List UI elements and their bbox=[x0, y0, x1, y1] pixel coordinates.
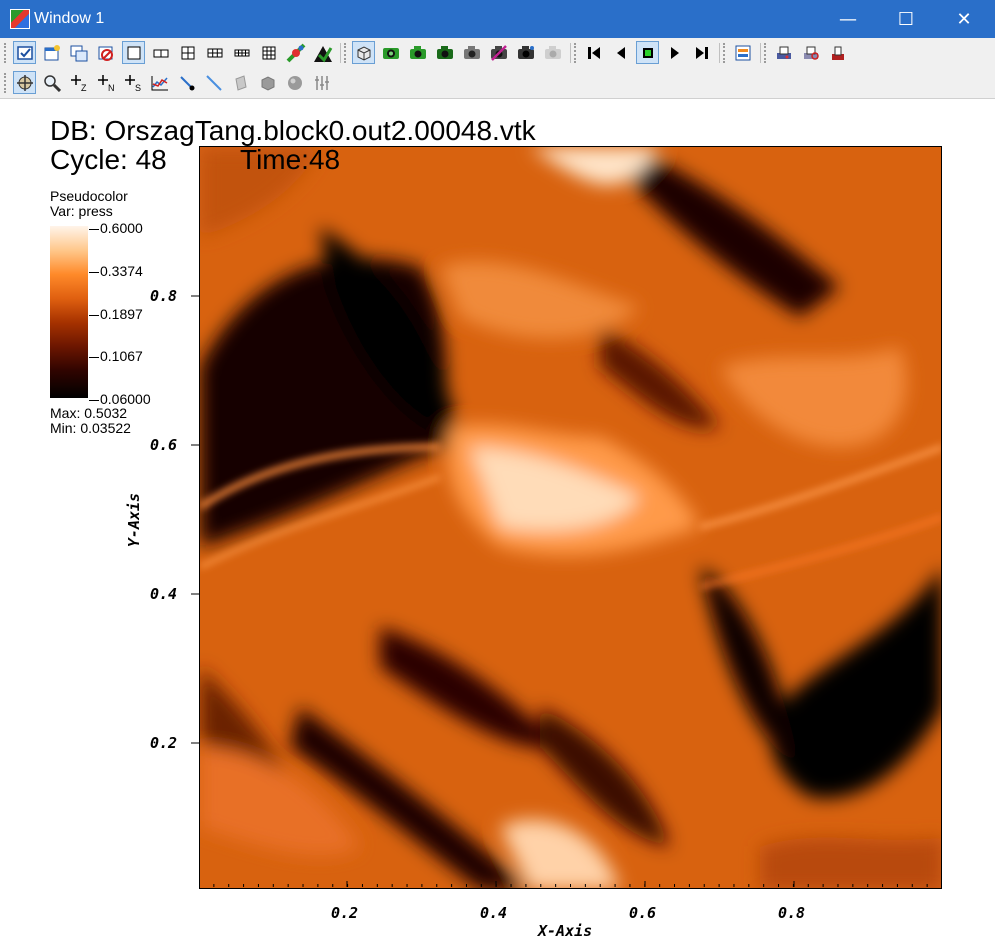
legend-tick-label: 0.6000 bbox=[89, 221, 143, 235]
node-pick-icon[interactable]: N bbox=[94, 71, 117, 94]
toolbar-grip[interactable] bbox=[4, 43, 10, 63]
camera-icon[interactable] bbox=[406, 41, 429, 64]
lock-time-icon[interactable] bbox=[311, 41, 334, 64]
prev-frame-icon[interactable] bbox=[582, 41, 605, 64]
camera-icon[interactable] bbox=[487, 41, 510, 64]
invert-background-icon[interactable] bbox=[379, 41, 402, 64]
print-icon[interactable] bbox=[772, 41, 795, 64]
toolbar-grip[interactable] bbox=[4, 73, 10, 93]
reverse-play-icon[interactable] bbox=[609, 41, 632, 64]
x-tick-label: 0.4 bbox=[480, 904, 508, 922]
time-label: Time:48 bbox=[240, 144, 341, 175]
layout-2x3-icon[interactable] bbox=[203, 41, 226, 64]
x-tick-label: 0.6 bbox=[629, 904, 657, 922]
legend-min: Min: 0.03522 bbox=[50, 420, 131, 436]
legend-tick-label: 0.1897 bbox=[89, 307, 143, 321]
layout-2x4-icon[interactable] bbox=[230, 41, 253, 64]
cycle-label: Cycle: 48 bbox=[50, 144, 167, 175]
lock-view-icon[interactable] bbox=[284, 41, 307, 64]
toolbar-separator bbox=[760, 43, 761, 63]
x-tick-label: 0.8 bbox=[778, 904, 806, 922]
legend-max: Max: 0.5032 bbox=[50, 405, 128, 421]
y-tick-label: 0.4 bbox=[150, 585, 178, 603]
clone-window-icon[interactable] bbox=[67, 41, 90, 64]
axis-array-icon[interactable] bbox=[310, 71, 333, 94]
toolbar-separator bbox=[719, 43, 720, 63]
navigate-icon[interactable] bbox=[13, 71, 36, 94]
y-axis-title: Y-Axis bbox=[125, 492, 144, 548]
camera-icon[interactable] bbox=[460, 41, 483, 64]
visit-app-icon bbox=[10, 9, 30, 29]
layout-1x2-icon[interactable] bbox=[149, 41, 172, 64]
toolbar-separator bbox=[340, 43, 341, 63]
toolbar-grip[interactable] bbox=[723, 43, 729, 63]
y-tick-label: 0.2 bbox=[150, 734, 178, 752]
active-window-icon[interactable] bbox=[13, 41, 36, 64]
print-setup-icon[interactable] bbox=[799, 41, 822, 64]
legend-tick-label: 0.3374 bbox=[89, 264, 143, 278]
svg-text:Z: Z bbox=[81, 83, 87, 93]
zone-pick-icon[interactable]: Z bbox=[67, 71, 90, 94]
visualization-window[interactable]: DB: OrszagTang.block0.out2.00048.vtk Cyc… bbox=[0, 99, 995, 940]
delete-window-icon[interactable] bbox=[94, 41, 117, 64]
plane-tool-icon[interactable] bbox=[229, 71, 252, 94]
camera-icon[interactable] bbox=[433, 41, 456, 64]
save-icon[interactable] bbox=[826, 41, 849, 64]
toolbar-separator bbox=[570, 43, 571, 63]
spreadsheet-pick-icon[interactable]: S bbox=[121, 71, 144, 94]
legend-colorbar bbox=[50, 226, 88, 398]
close-button[interactable]: ✕ bbox=[956, 8, 972, 30]
toolbar-grip[interactable] bbox=[764, 43, 770, 63]
zoom-icon[interactable] bbox=[40, 71, 63, 94]
next-frame-icon[interactable] bbox=[690, 41, 713, 64]
legend-plot-type: Pseudocolor bbox=[50, 188, 128, 204]
camera-icon[interactable] bbox=[541, 41, 564, 64]
title-bar: Window 1 — ☐ ✕ bbox=[0, 0, 995, 38]
toolbar-interaction: Z N S bbox=[0, 68, 995, 99]
y-tick-label: 0.6 bbox=[150, 436, 178, 454]
point-tool-icon[interactable] bbox=[175, 71, 198, 94]
legend-tick-label: 0.1067 bbox=[89, 349, 143, 363]
layout-3x3-icon[interactable] bbox=[257, 41, 280, 64]
box-tool-icon[interactable] bbox=[256, 71, 279, 94]
layout-2x2-icon[interactable] bbox=[176, 41, 199, 64]
minimize-button[interactable]: — bbox=[839, 8, 857, 30]
play-icon[interactable] bbox=[663, 41, 686, 64]
maximize-button[interactable]: ☐ bbox=[897, 8, 915, 30]
x-tick-label: 0.2 bbox=[331, 904, 359, 922]
toolbar-window bbox=[0, 38, 995, 69]
toolbar-grip[interactable] bbox=[344, 43, 350, 63]
legend-variable: Var: press bbox=[50, 203, 113, 219]
lineout-icon[interactable] bbox=[148, 71, 171, 94]
y-tick-label: 0.8 bbox=[150, 287, 178, 305]
axis-ticks bbox=[191, 295, 928, 887]
window-title: Window 1 bbox=[34, 10, 105, 27]
database-label: DB: OrszagTang.block0.out2.00048.vtk bbox=[50, 115, 536, 146]
layout-1x1-icon[interactable] bbox=[122, 41, 145, 64]
sphere-tool-icon[interactable] bbox=[283, 71, 306, 94]
line-tool-icon[interactable] bbox=[202, 71, 225, 94]
x-axis-title: X-Axis bbox=[538, 922, 593, 940]
stop-icon[interactable] bbox=[636, 41, 659, 64]
legend-tick-label: 0.06000 bbox=[89, 392, 151, 406]
toolbar-grip[interactable] bbox=[574, 43, 580, 63]
new-window-icon[interactable] bbox=[40, 41, 63, 64]
camera-icon[interactable] bbox=[514, 41, 537, 64]
pseudocolor-plot[interactable] bbox=[199, 146, 942, 889]
svg-text:S: S bbox=[135, 83, 141, 93]
svg-text:N: N bbox=[108, 83, 115, 93]
pressure-field-image bbox=[200, 147, 941, 888]
spin-mode-icon[interactable] bbox=[352, 41, 375, 64]
plot-list-icon[interactable] bbox=[731, 41, 754, 64]
